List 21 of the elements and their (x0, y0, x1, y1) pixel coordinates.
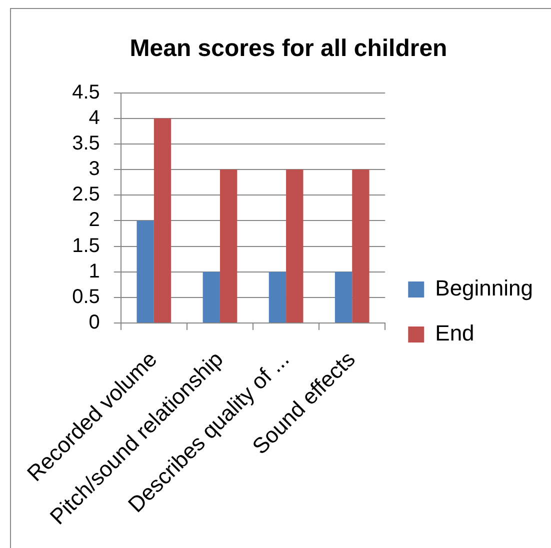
bar (352, 170, 370, 322)
bar (334, 272, 352, 322)
y-tick-label: 2 (88, 209, 100, 232)
y-tick-label: 0.5 (72, 286, 100, 308)
bar (136, 220, 154, 322)
y-tick-label: 0 (88, 312, 100, 334)
legend-label: End (435, 320, 474, 346)
y-tick-label: 4 (88, 106, 100, 129)
legend-label: Beginning (435, 276, 534, 301)
bar (202, 272, 220, 322)
y-tick-label: 3.5 (72, 132, 100, 154)
y-tick-label: 1 (88, 260, 100, 282)
y-tick-label: 3 (88, 158, 100, 180)
bar (286, 170, 304, 322)
y-tick-label: 1.5 (72, 234, 100, 257)
y-tick-label: 4.5 (72, 81, 100, 104)
bar (220, 170, 238, 322)
bar (268, 272, 286, 322)
y-tick-label: 2.5 (72, 184, 100, 206)
chart-title: Mean scores for all children (130, 35, 448, 62)
bar (154, 118, 172, 322)
